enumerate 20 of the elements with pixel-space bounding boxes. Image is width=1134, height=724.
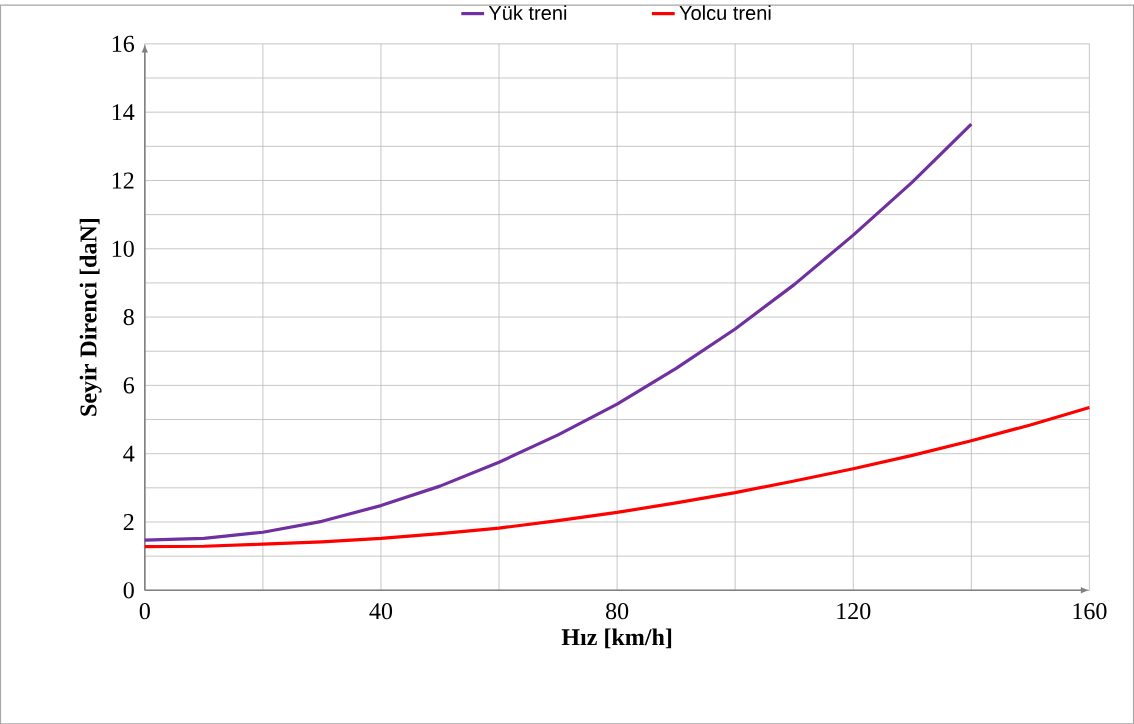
y-tick-label: 2 xyxy=(123,513,134,530)
y-tick-label: 16 xyxy=(112,35,135,52)
legend-label: Yük treni xyxy=(488,5,567,20)
line-series xyxy=(143,122,973,542)
y-tick-label: 4 xyxy=(123,445,135,462)
x-tick-label: 160 xyxy=(1073,602,1107,620)
y-tick-label: 0 xyxy=(123,581,134,599)
y-tick-label: 12 xyxy=(112,172,134,189)
x-axis-title: Hız [km/h] xyxy=(561,628,672,649)
legend-label: Yolcu treni xyxy=(679,5,771,20)
x-tick-label: 0 xyxy=(139,602,150,620)
y-tick-label: 14 xyxy=(112,104,135,120)
x-tick-label: 80 xyxy=(606,602,629,620)
x-tick-label: 120 xyxy=(837,602,871,620)
y-axis-title: Seyir Direnci [daN] xyxy=(79,218,102,416)
y-tick-label: 6 xyxy=(123,377,135,394)
line-series xyxy=(143,405,1091,548)
x-tick-label: 40 xyxy=(369,602,393,620)
y-tick-label: 10 xyxy=(112,240,134,257)
y-tick-label: 8 xyxy=(123,308,134,325)
